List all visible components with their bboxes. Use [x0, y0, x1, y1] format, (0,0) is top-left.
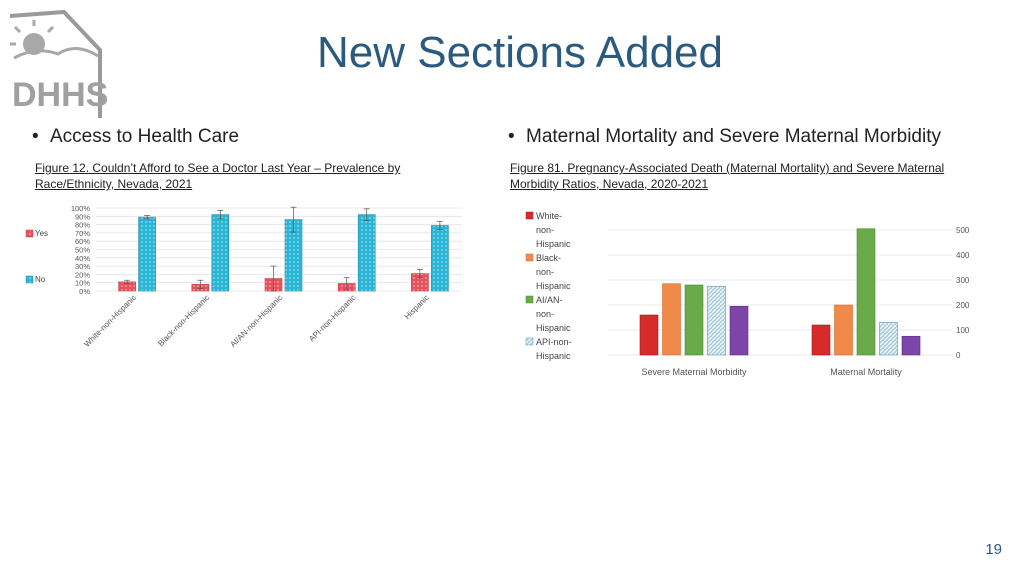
chart1-ytick-label: 0% — [79, 287, 90, 296]
chart1-ytick-label: 60% — [75, 237, 90, 246]
chart1-legend-label: No — [35, 275, 46, 284]
chart2-legend-swatch — [525, 337, 534, 346]
chart2-bar — [729, 305, 749, 356]
chart2-ytick-label: 100 — [956, 326, 970, 335]
logo-sun-rays — [10, 20, 55, 46]
chart2-bar — [834, 304, 853, 356]
chart2-bar — [856, 228, 876, 356]
chart2-xtick-label: Maternal Mortality — [830, 367, 902, 377]
chart1-ytick-label: 30% — [75, 262, 90, 271]
chart2-bar — [811, 324, 831, 356]
chart2-legend-label: Hispanic — [536, 323, 571, 333]
page-number: 19 — [985, 541, 1002, 558]
chart1-ytick-label: 70% — [75, 229, 90, 238]
bullet-text: Maternal Mortality and Severe Maternal M… — [526, 126, 942, 147]
chart2-bar — [879, 322, 898, 356]
bullet-dot: • — [32, 126, 39, 147]
chart1-xtick-label: Black-non-Hispanic — [156, 293, 211, 348]
chart2-legend-swatch — [525, 253, 534, 262]
chart2-legend-label: Hispanic — [536, 351, 571, 361]
chart2-legend-label: Black- — [536, 253, 561, 263]
chart2-legend-swatch — [525, 211, 534, 220]
chart2-bar — [684, 284, 704, 356]
bullet-access-health-care: • Access to Health Care — [32, 126, 239, 148]
chart2-legend-label: non- — [536, 225, 554, 235]
chart2-legend-label: API-non- — [536, 337, 572, 347]
chart2-ytick-label: 400 — [956, 251, 970, 260]
bullet-dot: • — [508, 126, 515, 147]
chart1-bar — [211, 214, 230, 292]
chart2-legend-swatch — [525, 295, 534, 304]
chart1-bar — [357, 214, 376, 292]
chart2-bar — [901, 335, 921, 356]
chart1-xtick-label: AI/AN-non-Hispanic — [228, 293, 284, 349]
chart-maternal-mortality: 0 100 200 300 400 500 White-non- Hispanic Black-… — [525, 211, 970, 377]
dhhs-logo: DHHS — [9, 9, 108, 118]
figure-12-title: Figure 12. Couldn’t Afford to See a Doct… — [35, 161, 401, 191]
chart2-legend-label: non- — [536, 309, 554, 319]
chart1-ytick-label: 20% — [75, 270, 90, 279]
chart1-bar — [431, 225, 449, 292]
chart1-legend-label: Yes — [35, 229, 48, 238]
bullet-text: Access to Health Care — [50, 126, 240, 147]
bullet-maternal-mortality: • Maternal Mortality and Severe Maternal … — [508, 126, 941, 148]
chart2-ytick-label: 500 — [956, 226, 970, 235]
chart2-legend-label: Hispanic — [536, 281, 571, 291]
chart2-legend-label: White- — [536, 211, 562, 221]
chart2-legend-label: non- — [536, 267, 554, 277]
chart2-ytick-label: 0 — [956, 351, 961, 360]
page-title: New Sections Added — [316, 28, 724, 77]
chart1-xtick-label: Hispanic — [403, 293, 431, 321]
chart2-bar — [662, 283, 681, 356]
chart1-ytick-label: 10% — [75, 279, 90, 288]
logo-hills — [13, 47, 99, 60]
chart1-ytick-label: 40% — [75, 254, 90, 263]
chart1-ytick-label: 100% — [71, 204, 91, 213]
chart1-ytick-label: 50% — [75, 246, 90, 255]
chart2-legend-label: AI/AN- — [536, 295, 563, 305]
chart1-bar — [138, 216, 156, 292]
chart2-legend-label: Hispanic — [536, 239, 571, 249]
chart1-ytick-label: 90% — [75, 212, 90, 221]
chart1-legend-swatch — [25, 229, 34, 238]
logo-mountain-outline — [9, 9, 102, 118]
chart1-legend-swatch — [25, 275, 34, 284]
chart2-bar — [707, 285, 726, 356]
chart1-xtick-label: API-non-Hispanic — [307, 293, 357, 343]
chart2-ytick-label: 200 — [956, 301, 970, 310]
chart-afford-doctor: 0%10%20%30%40%50%60%70%80%90%100% Yes No Wh… — [25, 204, 462, 349]
chart2-ytick-label: 300 — [956, 276, 970, 285]
chart1-ytick-label: 80% — [75, 221, 90, 230]
chart2-bar — [639, 314, 659, 356]
chart1-xtick-label: White-non-Hispanic — [82, 293, 138, 349]
figure-81-title: Figure 81. Pregnancy-Associated Death (M… — [510, 161, 945, 191]
logo-text: DHHS — [12, 76, 108, 114]
chart2-xtick-label: Severe Maternal Morbidity — [641, 367, 747, 377]
